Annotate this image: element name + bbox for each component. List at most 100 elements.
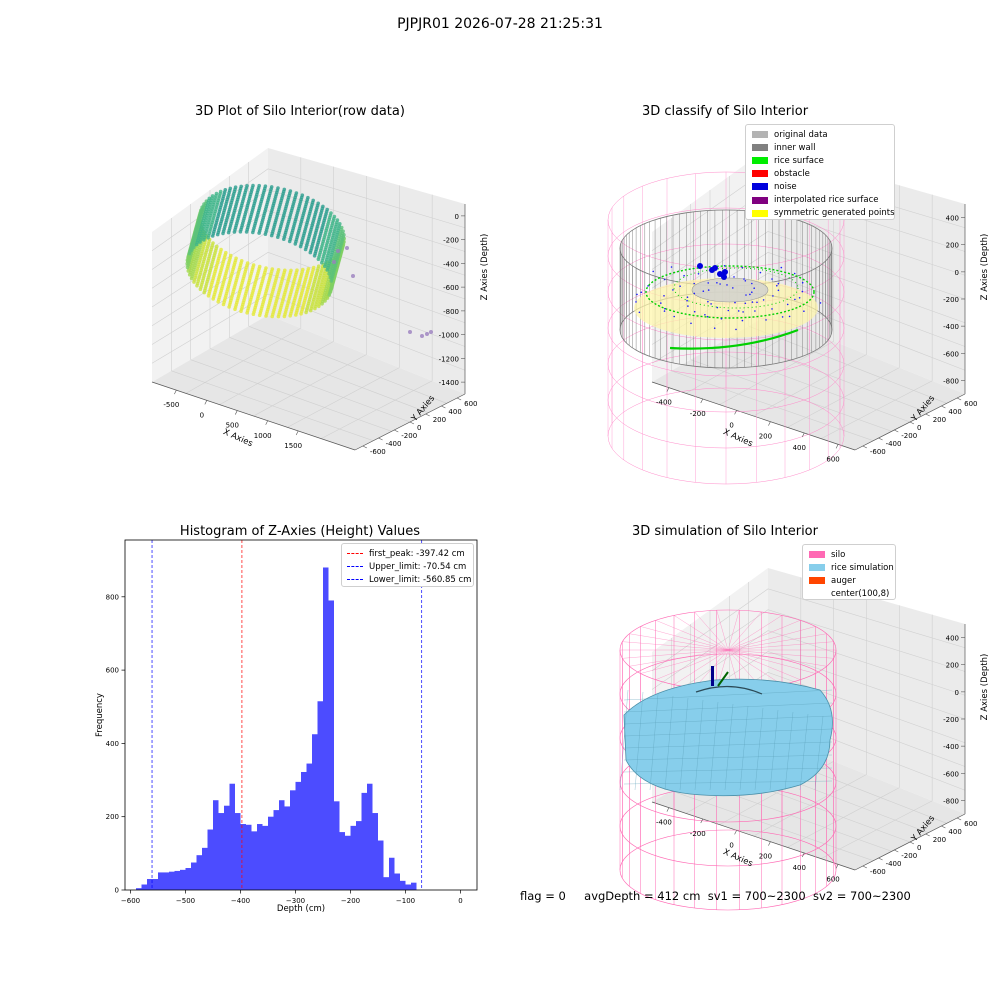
noise-point [803,310,805,312]
histogram-xtick-label: −400 [231,897,250,905]
noise-point [780,266,783,269]
legend-swatch [752,131,768,139]
histogram-title: Histogram of Z-Axies (Height) Values [179,524,421,539]
noise-point [751,282,753,285]
raw-point [327,271,331,276]
noise-cluster-point [712,265,718,271]
raw-point [257,313,262,318]
raw-outlier-point [345,246,349,250]
rice-mesh-line [769,709,779,791]
noise-point [683,274,685,277]
raw-point [282,237,286,241]
simulation-ytick: 400 [948,828,961,836]
raw-point [187,272,192,277]
noise-point [693,292,696,295]
rice-mesh-line [664,695,674,791]
silo-roof-line [727,620,801,651]
classify-ztick: -400 [943,323,959,331]
histogram-bar [235,813,241,890]
silo-roof-line [716,610,729,651]
raw-point [304,310,308,315]
legend-label: inner wall [774,142,816,153]
silo-roof-line [727,633,827,651]
noise-point [697,273,700,275]
noise-point [664,307,666,310]
noise-point [772,295,774,297]
histogram-bar [383,877,389,890]
simulation-ztick: -800 [943,797,959,805]
raw-point [325,296,330,300]
raw-3d-plot: -5000500100015006004002000-200-400-6000-… [151,148,490,456]
legend-label: auger [831,575,856,586]
raw-xtick: 1000 [254,432,272,440]
noise-point [719,283,721,285]
raw-point [194,242,199,247]
raw-point [287,239,292,244]
noise-point [741,319,744,322]
histogram-bar [147,879,153,890]
original-data-center [691,277,769,303]
raw-point [202,290,206,295]
raw-ytick: 0 [417,424,421,432]
rice-mesh-line [634,691,644,791]
classify-ytick: 400 [948,408,961,416]
legend-label: rice surface [774,155,824,166]
simulation-xtick: 0 [729,841,733,849]
silo-roof-line [727,611,762,651]
classify-ytick: 200 [933,416,946,424]
noise-point [713,327,716,329]
legend-item: Upper_limit: -70.54 cm [347,560,468,573]
legend-label: Upper_limit: -70.54 cm [369,561,467,572]
histogram-ylabel: Frequency [95,693,105,737]
histogram-bar [367,783,373,890]
raw-point [282,314,287,319]
raw-point [276,314,281,319]
simulation-xtick: 200 [759,853,772,861]
raw-point [308,250,313,255]
legend-item: interpolated rice surface [752,193,888,206]
histogram-bar [345,835,351,890]
noise-point [749,293,751,296]
raw-point [257,231,261,235]
noise-point [734,301,736,304]
histogram-bar [229,783,235,890]
raw-point [185,261,189,266]
histogram-bar [257,824,263,890]
raw-point [185,258,190,262]
noise-point [660,302,662,304]
noise-point [702,290,705,292]
raw-point [317,304,321,309]
raw-xtick: -500 [163,401,179,409]
rice-mesh-line [724,703,734,791]
legend-swatch [809,564,825,572]
histogram-bar [180,869,186,890]
rice-mesh-line [814,715,824,791]
classify-legend: original data inner wall rice surface obsta… [745,124,895,220]
raw-point [198,287,203,291]
simulation-zlabel: Z Axies (Depth) [980,654,990,721]
simulation-xtick: 400 [793,864,806,872]
classify-xtick: 400 [793,444,806,452]
silo-roof-line [727,615,783,651]
simulation-ztick: 400 [946,635,959,643]
noise-point [743,278,745,280]
raw-point [233,307,237,311]
histogram-bar [361,792,367,890]
histogram-bar [378,840,384,890]
noise-point [754,310,756,312]
noise-point [753,287,755,289]
histogram-bar [284,806,290,890]
noise-point [762,299,765,301]
legend-swatch [752,183,768,191]
classify-zlabel: Z Axies (Depth) [980,234,990,301]
legend-label: interpolated rice surface [774,195,879,206]
histogram-bar [312,734,318,890]
rice-mesh-line [649,693,659,791]
raw-point [312,254,317,258]
rice-mesh-line [623,780,833,785]
legend-item: symmetric generated points [752,207,895,220]
noise-point [794,298,796,301]
legend-line-swatch [347,553,363,555]
raw-point [251,230,255,235]
noise-point [777,282,780,285]
